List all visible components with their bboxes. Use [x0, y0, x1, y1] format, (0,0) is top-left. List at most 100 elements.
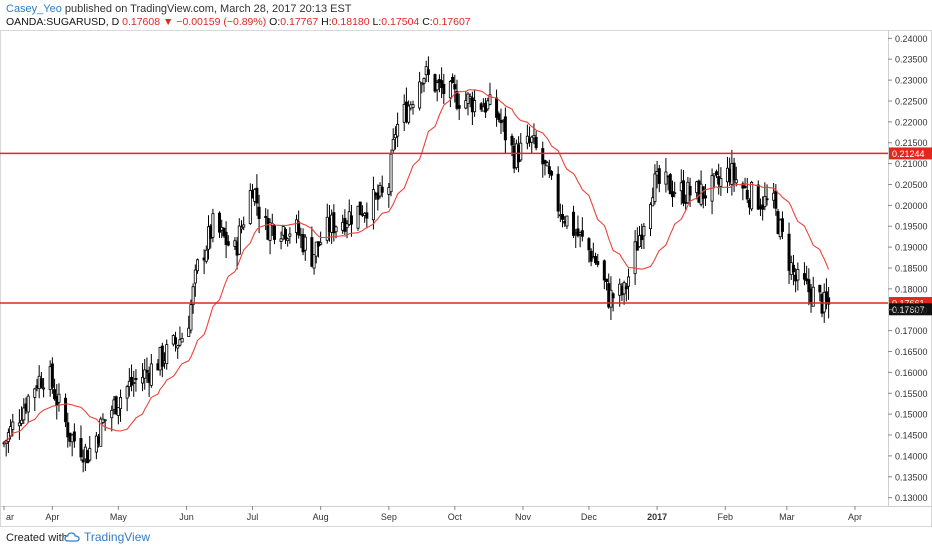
y-tick-label: 0.17500 [895, 305, 928, 315]
candle [312, 254, 316, 275]
candle-body [734, 179, 738, 184]
candle-body [681, 180, 685, 204]
candle-body [624, 286, 628, 290]
low-label: L: [372, 16, 382, 28]
candle [17, 409, 21, 440]
candle-body [802, 273, 806, 280]
candle [407, 100, 411, 125]
cloud-icon [64, 532, 80, 542]
candle [255, 174, 259, 216]
candle [50, 357, 54, 394]
candle-body [541, 148, 545, 165]
candle [39, 371, 43, 389]
last-price-badge [889, 303, 932, 316]
candle-body [268, 222, 272, 241]
candle [391, 128, 395, 154]
y-tick-label: 0.19500 [895, 222, 928, 232]
author-link[interactable]: Casey_Yeo [6, 3, 62, 15]
candle [165, 339, 169, 370]
candle-body [88, 447, 92, 461]
candle [464, 90, 468, 110]
candle [380, 175, 384, 198]
candle [332, 204, 336, 242]
time-axis[interactable]: ar Apr May Jun Jul Aug Sep Oct Nov Dec 2017 Feb Mar A… [3, 506, 862, 522]
candle [572, 205, 576, 239]
candle [743, 177, 747, 189]
candle [802, 262, 806, 286]
candle-body [532, 134, 536, 139]
candle [824, 278, 828, 310]
candle [94, 431, 98, 460]
y-tick-label: 0.18500 [895, 264, 928, 274]
tradingview-logo[interactable]: TradingView [64, 530, 150, 544]
candle [486, 97, 490, 112]
candle-body [134, 377, 138, 380]
candle-body [380, 186, 384, 193]
candle [503, 107, 507, 155]
candle [466, 92, 470, 116]
candle-body [174, 337, 178, 345]
candle [442, 73, 446, 104]
candle-body [79, 438, 83, 458]
candle [451, 73, 455, 84]
candle-body [703, 195, 707, 199]
candle-body [196, 259, 200, 272]
candle-body [389, 153, 393, 193]
candle-body [178, 339, 182, 346]
candle-body [670, 191, 674, 198]
price-axis[interactable]: 0.13000 0.13500 0.14000 0.14500 0.15000 0.155… [0, 30, 932, 507]
candle-body [519, 142, 523, 161]
candle-body [312, 254, 316, 269]
candle [272, 223, 276, 245]
symbol-label[interactable]: OANDA:SUGARUSD, D [6, 16, 120, 28]
x-tick-label: Nov [515, 512, 532, 522]
candle-body [26, 395, 30, 413]
candle [664, 158, 668, 193]
y-tick-label: 0.15000 [895, 410, 928, 420]
candle-body [827, 297, 831, 305]
candle-body [72, 431, 76, 442]
candle-body [745, 189, 749, 200]
x-tick-label: Dec [581, 512, 598, 522]
candle-body [657, 168, 661, 184]
candle-body [391, 138, 395, 151]
candle [473, 89, 477, 117]
candle [356, 205, 360, 231]
candle-body [765, 198, 769, 201]
y-tick-label: 0.13000 [895, 493, 928, 503]
y-tick-label: 0.14500 [895, 431, 928, 441]
candle-body [688, 185, 692, 196]
candle-body [510, 135, 514, 146]
candle-body [822, 292, 826, 313]
candle [119, 389, 123, 422]
candle-body [587, 238, 591, 251]
y-tick-label: 0.24000 [895, 34, 928, 44]
candle-body [611, 293, 615, 299]
candle-body [780, 218, 784, 232]
candle [435, 79, 439, 102]
candle [242, 216, 246, 231]
ma-line [3, 89, 830, 445]
candle-body [119, 397, 123, 410]
candle-body [187, 327, 191, 337]
candle-body [653, 173, 657, 202]
candle [673, 181, 677, 198]
candle-body [565, 215, 569, 227]
candle [545, 160, 549, 167]
candle-body [602, 260, 606, 281]
candle [66, 412, 70, 448]
candle [668, 173, 672, 195]
candle-body [297, 221, 301, 236]
candle-body [189, 304, 193, 331]
candle-body [110, 410, 114, 419]
candle-body [66, 422, 70, 438]
candle [589, 248, 593, 267]
y-tick-label: 0.23000 [895, 76, 928, 86]
candle-body [411, 104, 415, 108]
candle [237, 218, 241, 255]
candle-body [633, 241, 637, 275]
candle-body [442, 84, 446, 95]
candle [57, 383, 61, 412]
